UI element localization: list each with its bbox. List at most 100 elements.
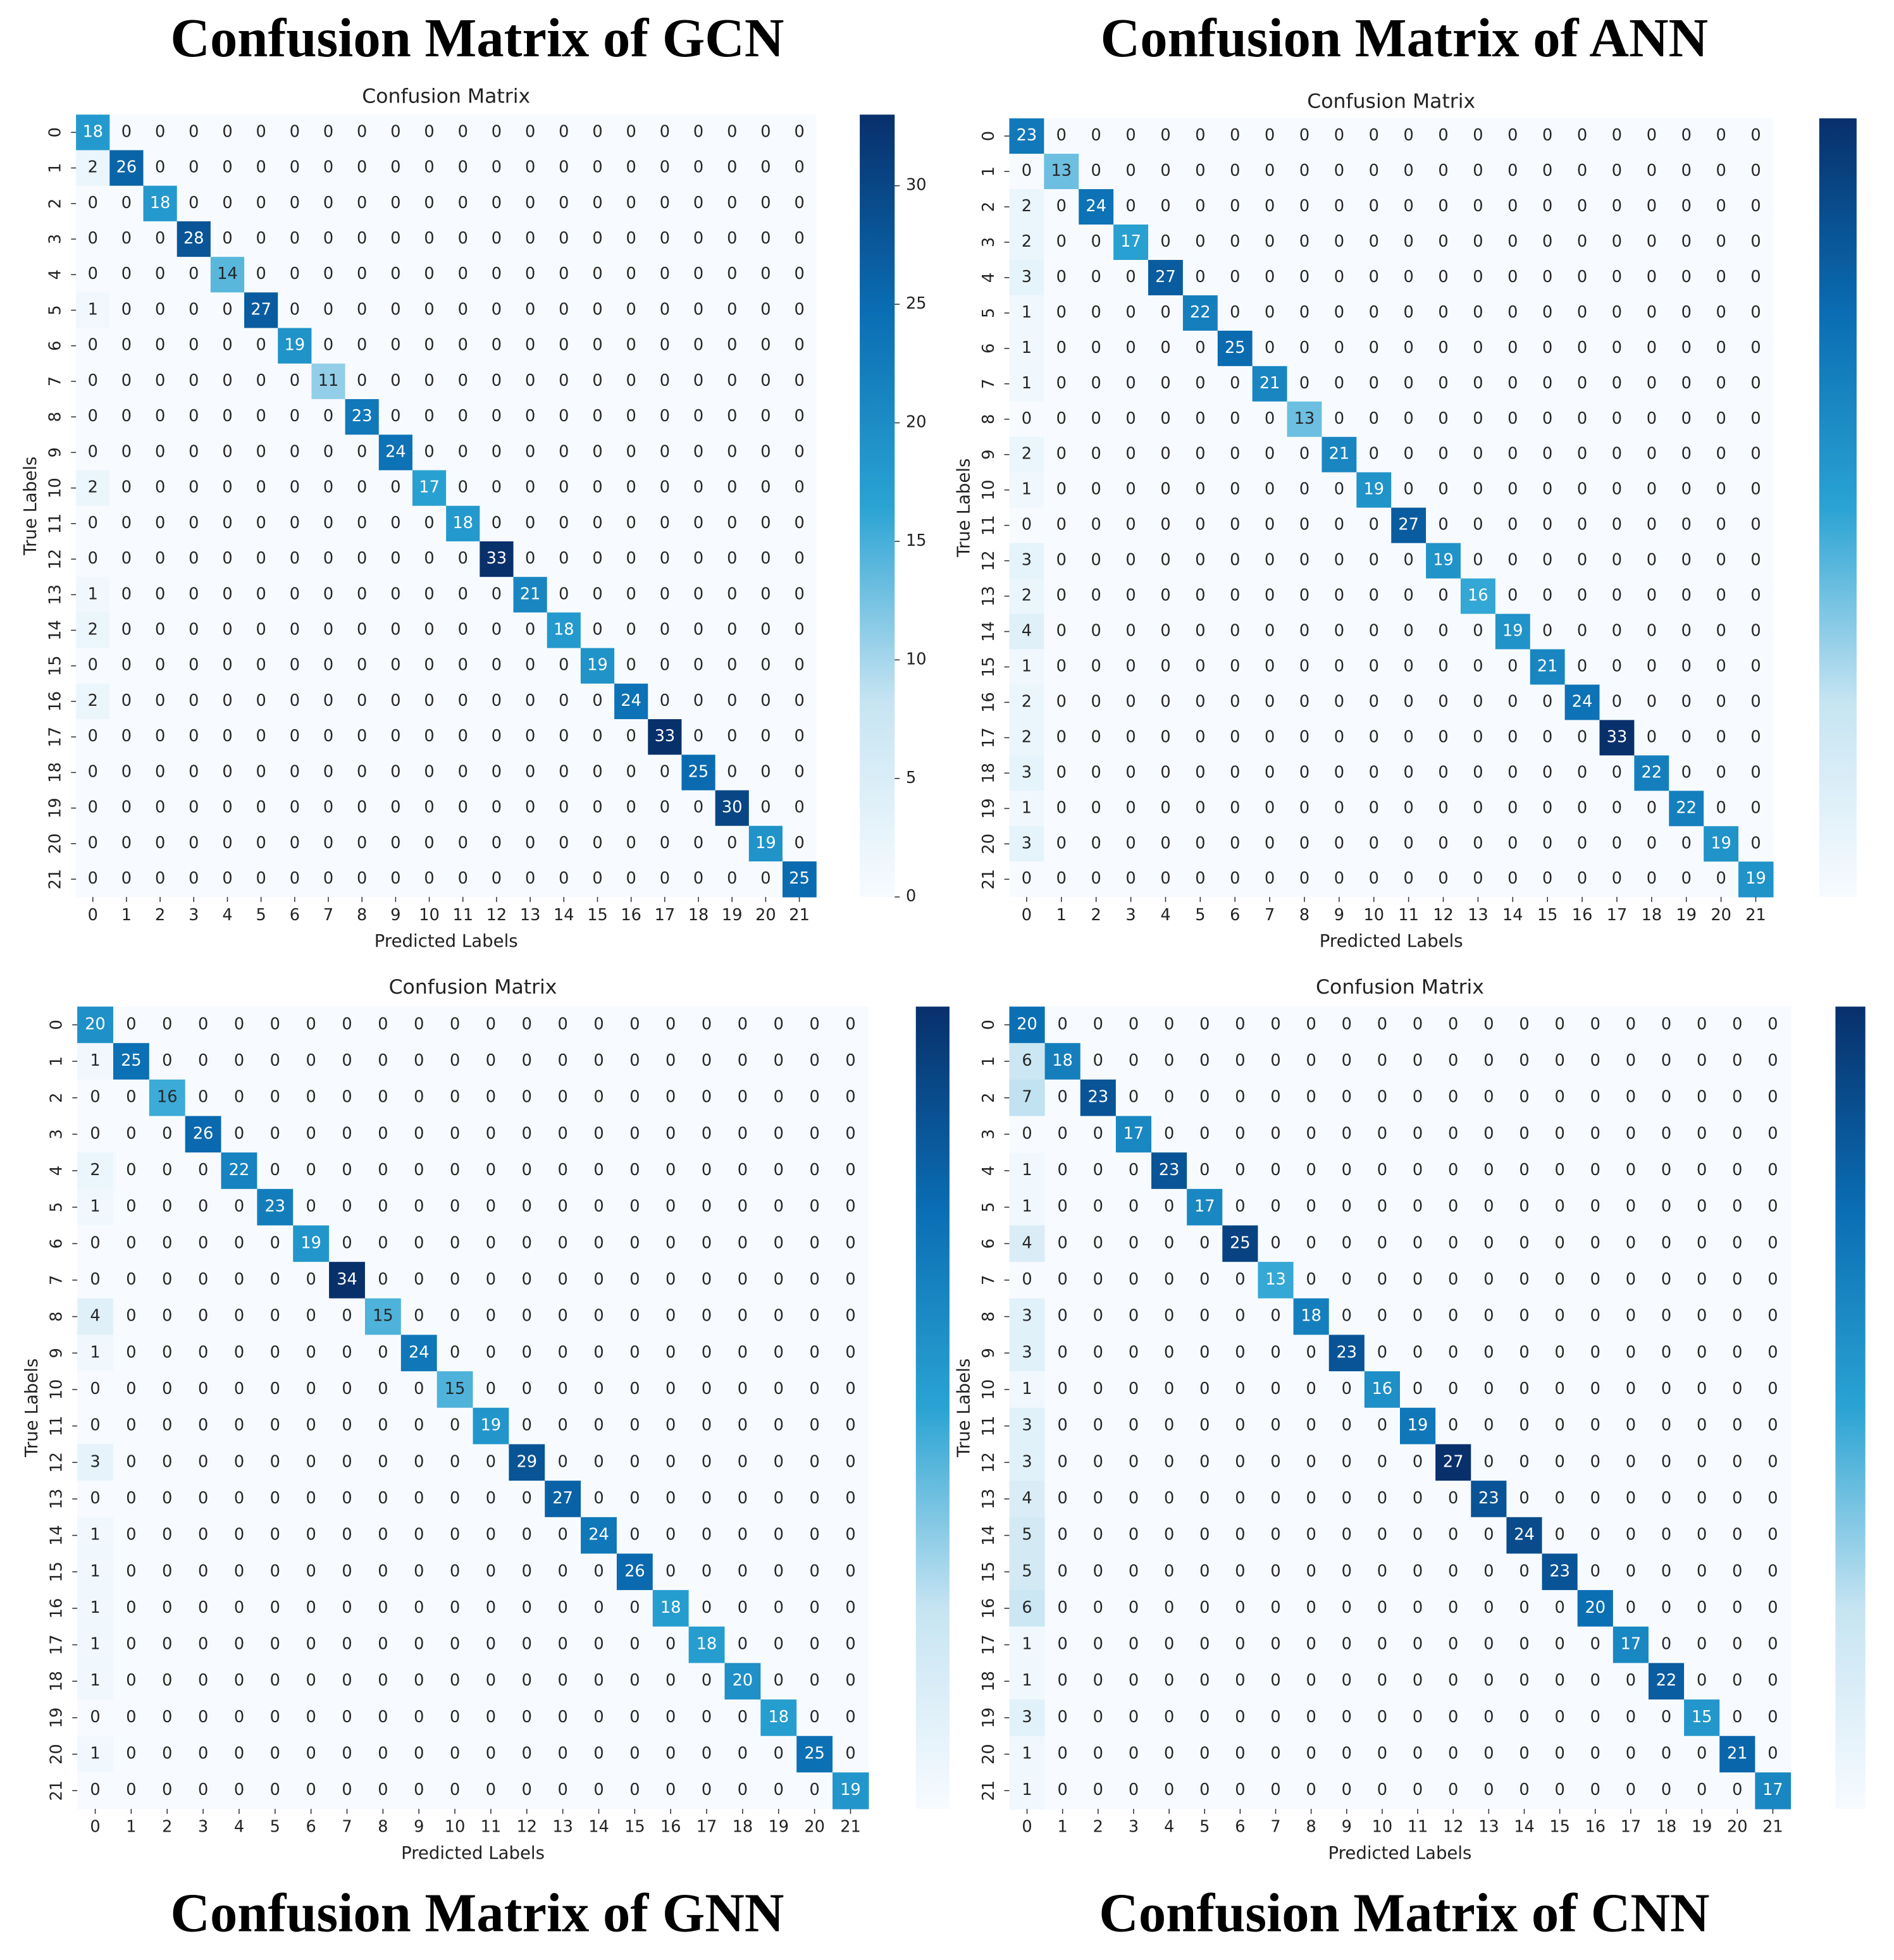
- heatmap-cell: [76, 363, 110, 400]
- cell-label: 0: [450, 1197, 460, 1216]
- cell-label: 0: [1199, 1780, 1210, 1799]
- cell-label: 0: [559, 371, 569, 390]
- cell-label: 0: [378, 1780, 388, 1799]
- colorbar-tick-label: 20: [906, 413, 927, 432]
- cell-label: 0: [1438, 161, 1448, 180]
- cell-label: 0: [1404, 798, 1414, 817]
- cell-label: 0: [1577, 622, 1587, 641]
- heatmap-cell: [681, 541, 716, 577]
- cell-label: 0: [592, 798, 602, 817]
- heatmap-cell: [614, 505, 648, 542]
- cell-label: 0: [1438, 798, 1448, 817]
- cell-label: 0: [1750, 692, 1761, 711]
- cell-label: 0: [1732, 1233, 1742, 1252]
- y-tick-label: 14: [46, 620, 65, 641]
- cell-label: 0: [1342, 1671, 1352, 1690]
- cell-label: 0: [1377, 1525, 1387, 1544]
- cell-label: 0: [760, 514, 771, 533]
- cell-label: 0: [558, 1088, 568, 1107]
- cell-label: 0: [522, 1307, 532, 1326]
- cell-label: 0: [1697, 1088, 1707, 1107]
- heatmap-cell: [109, 114, 144, 151]
- cell-label: 0: [592, 122, 602, 141]
- heatmap-cell: [378, 470, 413, 507]
- cell-label: 0: [1160, 197, 1170, 216]
- cell-label: 3: [1022, 1452, 1032, 1471]
- cell-label: 0: [1091, 161, 1101, 180]
- cell-label: 0: [450, 1124, 460, 1143]
- heatmap-cell: [176, 612, 211, 649]
- cell-label: 0: [1342, 1233, 1352, 1252]
- cell-label: 0: [738, 1343, 748, 1362]
- cell-label: 0: [522, 1489, 532, 1508]
- heatmap-cell: [480, 470, 514, 507]
- y-tick-label: 17: [47, 1634, 66, 1655]
- cell-label: 0: [1265, 656, 1275, 675]
- cell-label: 0: [1235, 1161, 1245, 1180]
- cell-label: 0: [1716, 798, 1726, 817]
- cell-label: 0: [626, 727, 636, 746]
- cell-label: 0: [1612, 834, 1622, 853]
- cell-label: 0: [1483, 1635, 1494, 1654]
- cell-label: 0: [738, 1161, 748, 1180]
- heatmap-cell: [311, 470, 346, 507]
- heatmap-cell: [547, 221, 581, 257]
- heatmap-cell: [244, 399, 278, 435]
- heatmap-cell: [109, 648, 144, 684]
- cell-label: 0: [1334, 727, 1344, 746]
- cell-label: 0: [189, 122, 199, 141]
- cell-label: 0: [1334, 374, 1344, 393]
- cell-label: 0: [525, 300, 535, 319]
- cell-label: 0: [1767, 1708, 1778, 1727]
- heatmap-cell: [311, 185, 346, 222]
- cell-label: 0: [1270, 1014, 1280, 1033]
- cell-label: 0: [845, 1088, 855, 1107]
- cell-label: 0: [323, 584, 333, 603]
- cell-label: 0: [1334, 656, 1344, 675]
- cell-label: 0: [189, 514, 199, 533]
- heatmap-cell: [345, 185, 380, 222]
- cell-label: 24: [1086, 197, 1106, 216]
- cell-label: 0: [1058, 1744, 1068, 1763]
- cell-label: 0: [660, 691, 670, 710]
- cell-label: 0: [1554, 1197, 1564, 1216]
- cell-label: 0: [525, 620, 535, 639]
- cell-label: 0: [727, 229, 737, 248]
- cell-label: 0: [88, 336, 98, 355]
- cell-label: 0: [342, 1708, 352, 1727]
- cell-label: 0: [162, 1708, 172, 1727]
- cell-label: 0: [1404, 692, 1414, 711]
- heatmap-cell: [446, 292, 480, 329]
- cell-label: 0: [1199, 1270, 1210, 1289]
- cell-label: 0: [1195, 338, 1205, 357]
- cell-label: 0: [342, 1780, 352, 1799]
- cell-label: 0: [1377, 1270, 1387, 1289]
- cell-label: 0: [450, 1233, 460, 1252]
- cell-label: 0: [492, 514, 502, 533]
- cell-label: 0: [1413, 1635, 1423, 1654]
- cell-label: 0: [198, 1671, 208, 1690]
- cell-label: 0: [198, 1708, 208, 1727]
- cell-label: 0: [1716, 727, 1726, 746]
- cell-label: 0: [414, 1708, 424, 1727]
- cell-label: 0: [492, 478, 502, 497]
- panel-heading: Confusion Matrix of GNN: [170, 1882, 784, 1943]
- heatmap-cell: [76, 612, 110, 649]
- cell-label: 0: [290, 656, 300, 675]
- heatmap-cell: [513, 612, 548, 649]
- cell-label: 0: [1661, 1197, 1671, 1216]
- cell-label: 0: [189, 549, 199, 568]
- y-tick-label: 18: [979, 1671, 998, 1692]
- heatmap-cell: [244, 328, 278, 364]
- cell-label: 0: [1732, 1088, 1742, 1107]
- cell-label: 0: [1647, 197, 1657, 216]
- cell-label: 0: [1125, 798, 1136, 817]
- colorbar: [1819, 118, 1857, 897]
- heatmap-cell: [210, 150, 245, 187]
- heatmap-cell: [76, 185, 110, 222]
- cell-label: 0: [1342, 1562, 1352, 1581]
- cell-label: 0: [1404, 338, 1414, 357]
- cell-label: 0: [90, 1708, 100, 1727]
- cell-label: 0: [1697, 1635, 1707, 1654]
